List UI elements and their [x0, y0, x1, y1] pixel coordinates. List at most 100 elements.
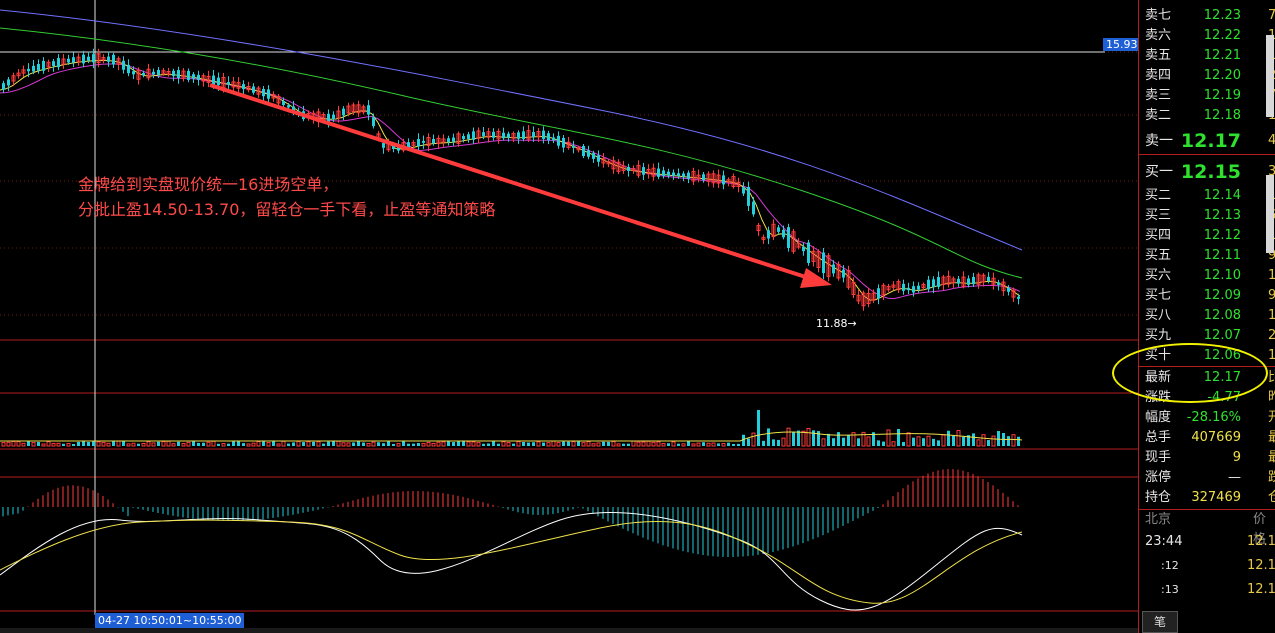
chart-area[interactable]: 15.93 11.88→ 金牌给到实盘现价统一16进场空单， 分批止盈14.50… — [0, 0, 1141, 633]
volume-bar — [1017, 436, 1020, 446]
volume-bar — [202, 442, 205, 446]
volume-bar — [327, 441, 330, 446]
bid-row-4-value: 12.12 — [1203, 228, 1241, 243]
candle-body — [582, 146, 585, 156]
volume-bar — [476, 442, 481, 447]
candle-body — [851, 281, 856, 296]
candle-body — [127, 64, 130, 74]
crosshair-time-readout: 04-27 10:50:01~10:55:00 — [95, 613, 245, 628]
candle-body — [21, 69, 26, 74]
volume-bar — [527, 442, 530, 446]
volume-bar — [16, 441, 21, 447]
volume-bar — [681, 443, 686, 447]
candle-body — [756, 224, 761, 232]
stat-limit-extra: 跌 — [1268, 468, 1275, 488]
bid-row-3-value: 12.13 — [1203, 208, 1241, 223]
stat-total-label: 总手 — [1145, 430, 1172, 445]
volume-bar — [431, 442, 436, 447]
candle-body — [811, 250, 816, 262]
volume-bar — [627, 443, 630, 446]
candle-body — [826, 255, 831, 277]
volume-bar — [767, 428, 770, 446]
volume-bar — [232, 441, 235, 446]
candle-body — [726, 179, 731, 183]
candle-body — [1007, 287, 1010, 292]
bid-row-7: 买七 12.09 9 — [1139, 286, 1275, 306]
trend-arrow-head — [800, 268, 832, 288]
candle-body — [107, 56, 110, 62]
stat-change-extra: 昨 — [1268, 388, 1275, 408]
volume-bar — [772, 439, 775, 446]
candle-body — [57, 58, 60, 68]
candle-body — [576, 147, 581, 151]
candle-body — [452, 137, 455, 142]
candlestick-chart[interactable] — [0, 0, 1138, 633]
candle-body — [472, 131, 475, 140]
candle-body — [496, 130, 501, 140]
volume-bar — [577, 441, 580, 446]
volume-bar — [727, 442, 730, 446]
volume-bar — [732, 443, 735, 446]
volume-bar — [466, 441, 471, 447]
volume-bar — [336, 440, 341, 447]
candle-body — [777, 227, 780, 232]
volume-bar — [847, 435, 850, 446]
volume-bar — [211, 440, 216, 447]
tab-ticks[interactable]: 笔 — [1142, 611, 1178, 633]
volume-bar — [821, 438, 826, 447]
candle-body — [761, 236, 766, 240]
candle-body — [642, 167, 645, 175]
candle-body — [691, 170, 696, 182]
volume-bar — [452, 442, 455, 446]
candle-body — [907, 287, 910, 291]
candle-body — [886, 285, 891, 291]
candle-body — [467, 134, 470, 139]
candle-body — [142, 73, 145, 76]
candle-body — [557, 135, 560, 146]
candle-body — [116, 58, 121, 65]
volume-bar — [817, 431, 820, 446]
bid-row-9-value: 12.07 — [1203, 328, 1241, 343]
volume-bar — [801, 430, 806, 447]
ask-row-1-extra: 4 — [1268, 128, 1275, 154]
candle-body — [292, 106, 295, 113]
scrollbar-thumb[interactable] — [1266, 35, 1274, 117]
volume-bar — [221, 443, 226, 447]
volume-bar — [197, 442, 200, 446]
volume-bar — [31, 442, 36, 447]
ask-row-1: 卖一 12.17 4 — [1139, 128, 1275, 154]
volume-bar — [357, 441, 360, 446]
candle-body — [611, 160, 616, 170]
ma-line-4 — [0, 9, 1023, 251]
candle-body — [92, 54, 95, 63]
candle-body — [702, 174, 705, 181]
candle-body — [972, 276, 975, 285]
volume-bar — [27, 441, 30, 446]
volume-bar — [866, 436, 871, 447]
volume-bar — [671, 441, 676, 447]
volume-bar — [976, 439, 981, 447]
candle-body — [722, 175, 725, 185]
candle-body — [616, 161, 621, 172]
volume-bar — [171, 443, 176, 447]
candle-body — [172, 70, 175, 77]
candle-body — [192, 74, 195, 79]
candle-body — [236, 82, 241, 89]
candle-body — [881, 284, 886, 296]
bid-row-3-label: 买三 — [1145, 208, 1172, 223]
candle-body — [201, 75, 206, 82]
candle-body — [597, 155, 600, 162]
volume-bar — [287, 443, 290, 446]
candle-body — [152, 71, 155, 75]
candle-body — [927, 279, 930, 290]
candle-body — [667, 171, 670, 176]
scrollbar-thumb-lower[interactable] — [1266, 175, 1274, 253]
candle-body — [987, 276, 990, 281]
volume-bar — [447, 441, 450, 446]
volume-bar — [426, 441, 431, 447]
candle-body — [351, 104, 356, 112]
candle-body — [136, 69, 141, 80]
candle-body — [11, 75, 16, 82]
